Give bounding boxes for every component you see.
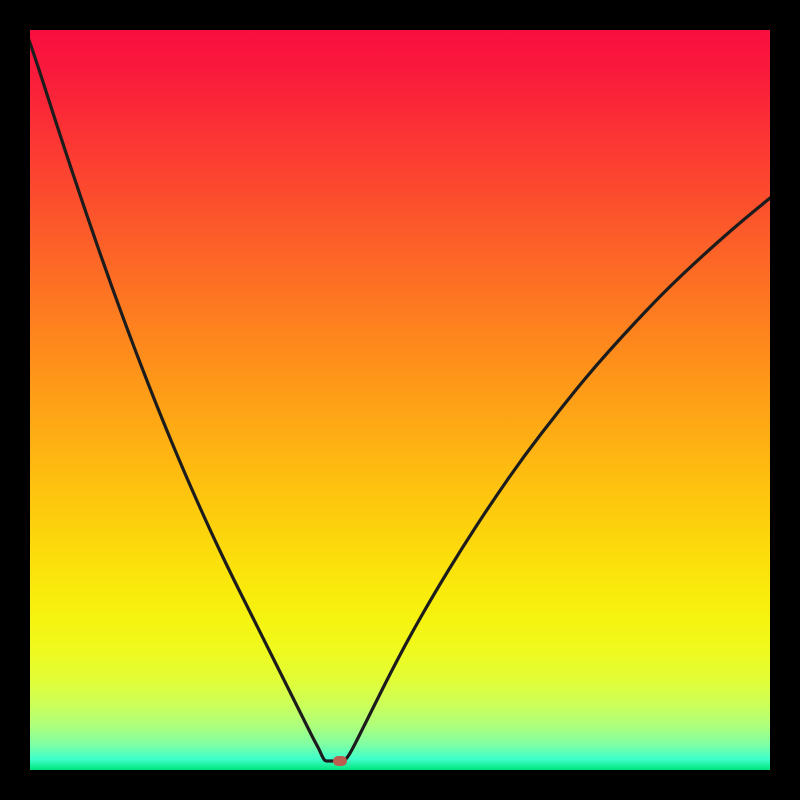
- chart-stage: TheBottleneck.com: [0, 0, 800, 800]
- gradient-rect: [30, 30, 770, 770]
- frame-bottom: [0, 770, 800, 800]
- frame-left: [0, 0, 30, 800]
- plot-area: [30, 30, 770, 770]
- frame-right: [770, 0, 800, 800]
- frame-top: [0, 0, 800, 30]
- chart-svg: [30, 30, 770, 770]
- optimum-marker: [333, 756, 347, 766]
